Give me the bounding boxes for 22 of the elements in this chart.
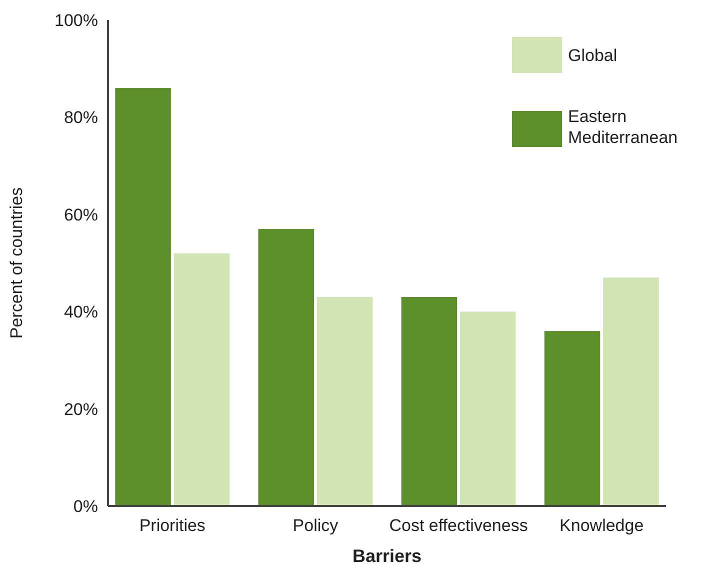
- y-tick-label: 100%: [54, 10, 98, 30]
- y-tick-label: 40%: [64, 302, 98, 322]
- x-tick-label: Priorities: [139, 516, 206, 535]
- legend-label: Eastern Mediterranean: [568, 106, 678, 148]
- bar: [258, 228, 314, 506]
- y-tick-label: 60%: [64, 205, 98, 224]
- bar: [316, 297, 373, 506]
- y-axis-title: Percent of countries: [7, 187, 26, 339]
- bar: [174, 253, 230, 506]
- y-tick-label: 20%: [64, 400, 98, 419]
- bar: [603, 278, 659, 506]
- y-tick-label: 80%: [64, 108, 98, 128]
- bar: [460, 312, 516, 506]
- x-tick-label: Cost effectiveness: [389, 516, 528, 535]
- bar: [401, 297, 458, 506]
- x-axis-title: Barriers: [352, 546, 422, 566]
- bar: [115, 88, 171, 506]
- y-tick-label: 0%: [73, 496, 98, 516]
- legend-label: Global: [568, 46, 618, 65]
- x-tick-label: Knowledge: [560, 516, 644, 535]
- bar: [544, 331, 600, 506]
- x-tick-label: Policy: [292, 516, 339, 535]
